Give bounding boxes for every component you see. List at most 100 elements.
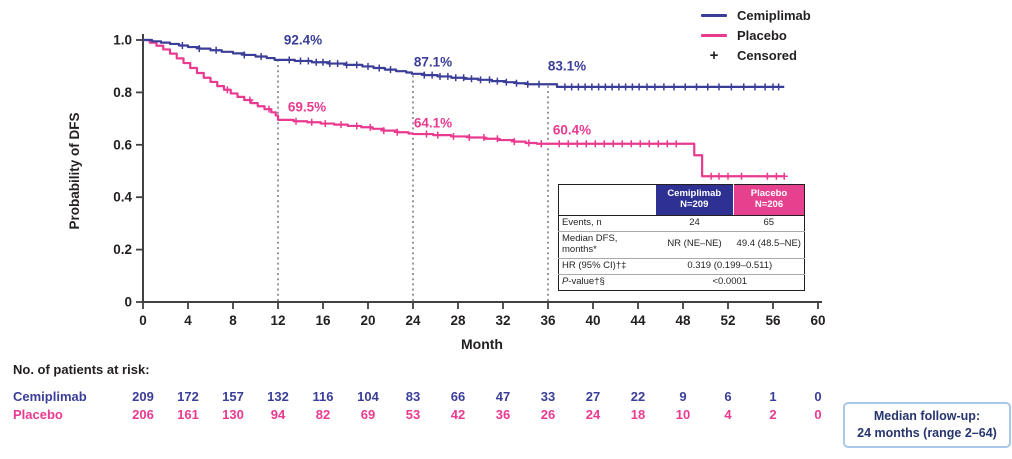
at-risk-count-placebo: 24 — [585, 407, 601, 422]
censored-plus-icon: + — [709, 46, 719, 64]
at-risk-count-placebo: 4 — [724, 407, 732, 422]
results-table-placebo-header: Placebo N=206 — [733, 184, 805, 216]
at-risk-count-cemiplimab: 1 — [769, 389, 777, 404]
at-risk-row-label-placebo: Placebo — [13, 407, 63, 422]
median-followup-box: Median follow-up: 24 months (range 2–64) — [843, 402, 1011, 448]
table-row-median-dfs: Median DFS, months* NR (NE–NE) 49.4 (48.… — [558, 230, 805, 259]
median-cemiplimab: NR (NE–NE) — [655, 230, 734, 259]
annotation-695: 69.5% — [288, 100, 326, 115]
at-risk-count-cemiplimab: 22 — [630, 389, 646, 404]
legend-label: Cemiplimab — [737, 7, 811, 23]
row-label: Median DFS, months* — [558, 230, 656, 259]
at-risk-count-cemiplimab: 66 — [450, 389, 466, 404]
x-tick-label: 0 — [139, 313, 147, 328]
table-row-hr: HR (95% CI)†‡ 0.319 (0.199–0.511) — [558, 257, 805, 275]
median-placebo: 49.4 (48.5–NE) — [733, 230, 805, 259]
cemiplimab-line-icon — [699, 13, 729, 17]
results-table: Cemiplimab N=209 Placebo N=206 Events, n… — [558, 184, 805, 291]
y-tick-label: 0 — [124, 295, 132, 310]
annotation-924: 92.4% — [284, 33, 322, 48]
at-risk-count-cemiplimab: 157 — [222, 389, 244, 404]
at-risk-count-placebo: 53 — [405, 407, 421, 422]
events-cemiplimab: 24 — [689, 217, 700, 228]
x-tick-label: 36 — [540, 313, 556, 328]
at-risk-count-placebo: 82 — [315, 407, 331, 422]
at-risk-count-placebo: 2 — [769, 407, 777, 422]
x-tick-label: 12 — [270, 313, 285, 328]
x-tick-label: 52 — [720, 313, 735, 328]
at-risk-count-placebo: 42 — [450, 407, 466, 422]
at-risk-count-cemiplimab: 0 — [814, 389, 822, 404]
legend-item-cemiplimab: Cemiplimab — [699, 5, 811, 25]
legend-item-censored: + Censored — [699, 45, 811, 65]
y-tick-label: 0.6 — [113, 137, 132, 152]
x-tick-label: 44 — [630, 313, 646, 328]
row-label: P-value†§ — [558, 273, 656, 291]
results-table-header: Cemiplimab N=209 Placebo N=206 — [558, 184, 805, 216]
hr-value: 0.319 (0.199–0.511) — [655, 257, 805, 275]
at-risk-count-cemiplimab: 132 — [267, 389, 289, 404]
x-tick-label: 16 — [315, 313, 331, 328]
y-tick-label: 0.2 — [113, 242, 132, 257]
x-tick-label: 28 — [450, 313, 466, 328]
annotation-831: 83.1% — [548, 59, 586, 74]
legend-label: Censored — [737, 47, 797, 63]
x-tick-label: 56 — [765, 313, 781, 328]
results-table-cemiplimab-header: Cemiplimab N=209 — [655, 184, 734, 216]
y-tick-label: 0.4 — [113, 190, 132, 205]
legend-label: Placebo — [737, 27, 787, 43]
x-tick-label: 40 — [585, 313, 600, 328]
row-label: HR (95% CI)†‡ — [558, 257, 656, 275]
annotation-604: 60.4% — [553, 123, 591, 138]
annotation-641: 64.1% — [414, 116, 452, 131]
x-tick-label: 4 — [184, 313, 192, 328]
legend-item-placebo: Placebo — [699, 25, 811, 45]
at-risk-count-cemiplimab: 209 — [132, 389, 154, 404]
x-tick-label: 32 — [495, 313, 510, 328]
median-followup-line1: Median follow-up: — [873, 409, 981, 424]
at-risk-count-placebo: 206 — [132, 407, 154, 422]
at-risk-count-cemiplimab: 47 — [495, 389, 511, 404]
at-risk-count-cemiplimab: 83 — [405, 389, 421, 404]
pvalue-value: <0.0001 — [655, 273, 805, 291]
y-tick-label: 1.0 — [113, 33, 132, 48]
km-curve-placebo — [143, 38, 785, 178]
x-tick-label: 24 — [405, 313, 421, 328]
x-axis-title: Month — [461, 336, 503, 352]
table-row-events: Events, n 24 65 — [559, 216, 805, 232]
placebo-line-icon — [699, 33, 729, 37]
at-risk-count-placebo: 36 — [495, 407, 511, 422]
results-table-blank-cell — [558, 184, 656, 216]
at-risk-count-placebo: 161 — [177, 407, 199, 422]
annotation-871: 87.1% — [414, 55, 452, 70]
x-tick-label: 60 — [810, 313, 825, 328]
at-risk-count-placebo: 69 — [360, 407, 376, 422]
x-tick-label: 20 — [360, 313, 375, 328]
at-risk-count-placebo: 18 — [630, 407, 646, 422]
median-followup-line2: 24 months (range 2–64) — [857, 426, 997, 440]
at-risk-count-placebo: 0 — [814, 407, 822, 422]
at-risk-count-cemiplimab: 6 — [724, 389, 732, 404]
km-chart: 0 4 8 12 16 20 24 28 32 36 40 44 48 52 56 6000.20.40.60… — [67, 33, 826, 353]
row-label: Events, n — [562, 217, 602, 228]
at-risk-count-cemiplimab: 104 — [357, 389, 379, 404]
x-tick-label: 8 — [229, 313, 237, 328]
events-placebo: 65 — [763, 217, 775, 228]
at-risk-count-placebo: 94 — [270, 407, 286, 422]
at-risk-count-placebo: 26 — [540, 407, 556, 422]
at-risk-count-cemiplimab: 116 — [312, 389, 334, 404]
y-tick-label: 0.8 — [113, 85, 132, 100]
x-tick-label: 48 — [675, 313, 691, 328]
at-risk-count-cemiplimab: 27 — [585, 389, 601, 404]
at-risk-count-cemiplimab: 33 — [540, 389, 556, 404]
legend: Cemiplimab Placebo + Censored — [699, 5, 811, 65]
at-risk-count-cemiplimab: 172 — [177, 389, 199, 404]
at-risk-count-placebo: 130 — [222, 407, 244, 422]
at-risk-row-label-cemiplimab: Cemiplimab — [13, 389, 87, 404]
at-risk-title: No. of patients at risk: — [13, 362, 150, 377]
y-axis-title: Probability of DFS — [67, 112, 82, 229]
at-risk-count-placebo: 10 — [675, 407, 691, 422]
table-row-pvalue: P-value†§ <0.0001 — [558, 273, 805, 291]
at-risk-count-cemiplimab: 9 — [679, 389, 687, 404]
